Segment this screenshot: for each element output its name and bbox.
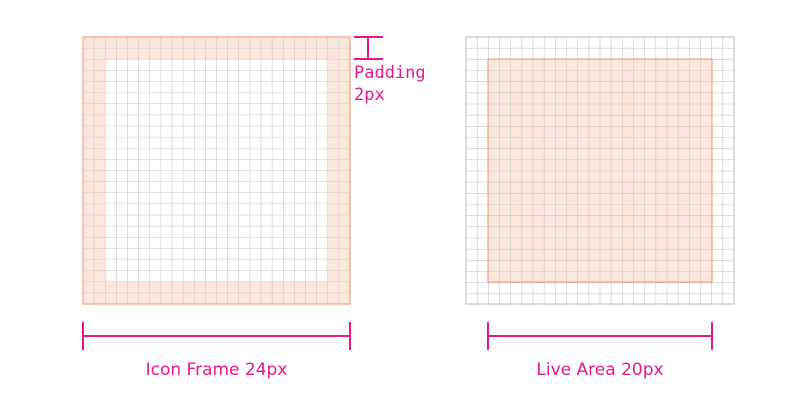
live-area-dimension-line (487, 322, 713, 350)
padding-label: Padding 2px (354, 62, 426, 106)
padding-label-line2: 2px (354, 85, 385, 105)
icon-frame-caption: Icon Frame 24px (145, 360, 288, 380)
icon-frame-dimension-line (82, 322, 351, 350)
icon-frame-grid (82, 36, 351, 305)
frame-border (82, 36, 351, 305)
padding-marker (354, 36, 383, 60)
live-area-grid (465, 36, 735, 305)
grid-border (465, 36, 735, 305)
live-area-border (487, 58, 713, 283)
live-area-caption: Live Area 20px (536, 360, 664, 380)
padding-label-line1: Padding (354, 63, 426, 83)
